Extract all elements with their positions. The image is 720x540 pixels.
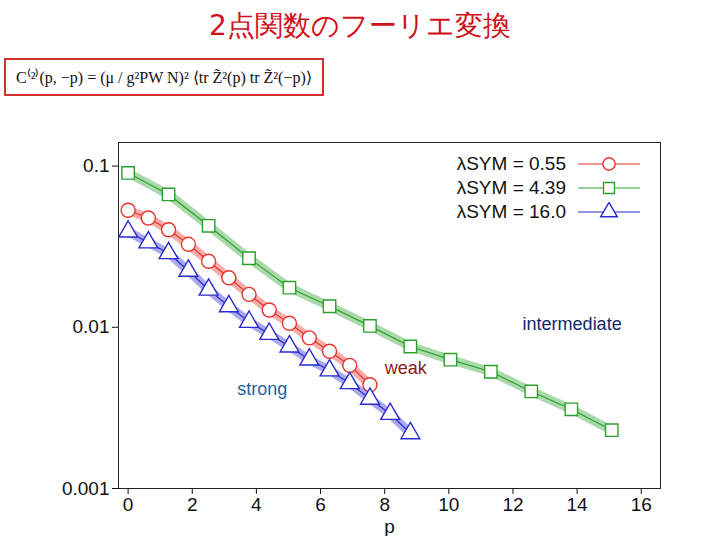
svg-text:14: 14 <box>567 494 589 515</box>
svg-text:2: 2 <box>187 494 198 515</box>
svg-text:10: 10 <box>438 494 459 515</box>
svg-text:4: 4 <box>251 494 262 515</box>
html-text:λSYM = 0.55: λSYM = 0.55 <box>456 153 566 174</box>
html-text:C⁽²⁾(p, −p) = (μ / g²PW N)² ⟨t: C⁽²⁾(p, −p) = (μ / g²PW N)² ⟨tr Z̃²(p) t… <box>16 69 312 86</box>
svg-text:0: 0 <box>123 494 134 515</box>
svg-text:weak: weak <box>384 358 428 378</box>
svg-text:intermediate: intermediate <box>523 314 622 334</box>
html-text:2点関数のフーリエ変換: 2点関数のフーリエ変換 <box>209 9 511 42</box>
svg-text:12: 12 <box>502 494 523 515</box>
svg-text:16: 16 <box>631 494 652 515</box>
html-text:λSYM = 16.0: λSYM = 16.0 <box>456 201 566 222</box>
svg-text:p: p <box>384 516 395 537</box>
svg-text:0.1: 0.1 <box>83 155 109 176</box>
svg-text:0.001: 0.001 <box>62 478 110 499</box>
svg-text:0.01: 0.01 <box>73 316 110 337</box>
svg-text:strong: strong <box>237 379 287 399</box>
svg-text:8: 8 <box>379 494 390 515</box>
svg-text:6: 6 <box>315 494 326 515</box>
html-text:λSYM = 4.39: λSYM = 4.39 <box>456 177 566 198</box>
